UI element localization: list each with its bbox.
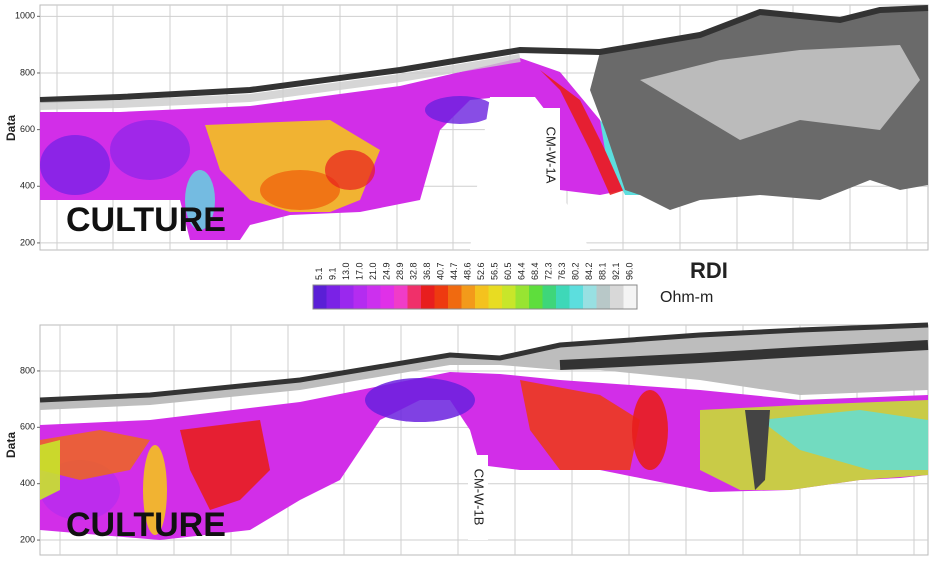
color-bar-label: 21.0 bbox=[368, 262, 378, 280]
annotation: CM-W-1A bbox=[544, 127, 559, 184]
color-bar-label: 88.1 bbox=[598, 262, 608, 280]
color-bar-title: RDI bbox=[690, 258, 728, 283]
y-tick-label: 200 bbox=[20, 534, 35, 544]
color-swatch bbox=[583, 285, 597, 309]
annotation: CM-W-1B bbox=[472, 469, 487, 526]
y-axis-label: Data bbox=[4, 432, 18, 458]
annotation: CULTURE bbox=[66, 201, 226, 239]
color-bar-label: 52.6 bbox=[476, 262, 486, 280]
color-swatch bbox=[434, 285, 449, 309]
color-swatch bbox=[610, 285, 624, 309]
color-bar-label: 32.8 bbox=[409, 262, 419, 280]
color-swatch bbox=[326, 285, 341, 309]
color-swatch bbox=[569, 285, 584, 309]
y-tick-label: 600 bbox=[20, 422, 35, 432]
y-tick-label: 400 bbox=[20, 478, 35, 488]
color-bar-label: 84.2 bbox=[584, 262, 594, 280]
section-top: 200 400 600 800 1000 Data CULTURE CM-W-1A bbox=[4, 4, 929, 251]
color-bar-label: 28.9 bbox=[395, 262, 405, 280]
color-swatch bbox=[556, 285, 570, 309]
y-axis-label: Data bbox=[4, 115, 18, 141]
section-bottom: 200 400 600 800 Data CULTURE CM-W-1B bbox=[4, 322, 929, 556]
y-tick-label: 400 bbox=[20, 181, 35, 191]
color-bar: RDI Ohm-m 5.1 9.1 13.0 17.0 21.0 24.9 28.9 32.8… bbox=[312, 258, 728, 310]
y-tick-label: 800 bbox=[20, 67, 35, 77]
color-swatch bbox=[313, 285, 327, 309]
color-swatch bbox=[488, 285, 503, 309]
color-swatch bbox=[380, 285, 395, 309]
color-swatch bbox=[407, 285, 422, 309]
annotation: CULTURE bbox=[66, 506, 226, 544]
color-swatch bbox=[623, 285, 638, 309]
color-bar-label: 60.5 bbox=[503, 262, 513, 280]
color-swatch bbox=[461, 285, 476, 309]
color-bar-label: 80.2 bbox=[571, 262, 581, 280]
color-swatch bbox=[529, 285, 543, 309]
color-bar-label: 17.0 bbox=[355, 262, 365, 280]
color-swatch bbox=[340, 285, 354, 309]
color-swatch bbox=[448, 285, 462, 309]
color-swatch bbox=[475, 285, 489, 309]
y-tick-label: 1000 bbox=[15, 11, 35, 21]
color-swatch bbox=[542, 285, 557, 309]
color-bar-label: 44.7 bbox=[449, 262, 459, 280]
color-bar-unit: Ohm-m bbox=[660, 289, 713, 306]
y-tick-label: 800 bbox=[20, 365, 35, 375]
color-swatch bbox=[596, 285, 611, 309]
color-bar-label: 96.0 bbox=[625, 262, 635, 280]
color-bar-label: 68.4 bbox=[530, 262, 540, 280]
color-swatch bbox=[502, 285, 516, 309]
y-tick-label: 200 bbox=[20, 237, 35, 247]
color-bar-label: 13.0 bbox=[341, 262, 351, 280]
color-bar-label: 92.1 bbox=[611, 262, 621, 280]
color-bar-label: 76.3 bbox=[557, 262, 567, 280]
color-bar-label: 48.6 bbox=[463, 262, 473, 280]
color-bar-label: 40.7 bbox=[436, 262, 446, 280]
color-bar-label: 56.5 bbox=[490, 262, 500, 280]
color-bar-frame bbox=[312, 284, 638, 310]
color-bar-label: 72.3 bbox=[544, 262, 554, 280]
color-bar-label: 24.9 bbox=[382, 262, 392, 280]
color-swatch bbox=[367, 285, 381, 309]
color-swatch bbox=[394, 285, 408, 309]
color-bar-label: 36.8 bbox=[422, 262, 432, 280]
color-swatch bbox=[515, 285, 530, 309]
color-swatch bbox=[421, 285, 435, 309]
color-bar-label: 64.4 bbox=[517, 262, 527, 280]
surface-band bbox=[40, 325, 928, 410]
color-swatch bbox=[353, 285, 368, 309]
no-data bbox=[470, 97, 590, 250]
color-bar-label: 9.1 bbox=[328, 267, 338, 280]
y-tick-label: 600 bbox=[20, 124, 35, 134]
color-bar-label: 5.1 bbox=[314, 267, 324, 280]
